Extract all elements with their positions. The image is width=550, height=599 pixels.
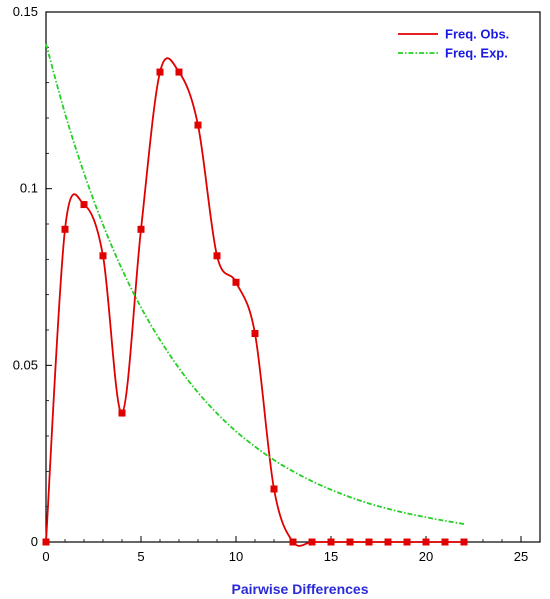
x-tick-label: 0 [42, 549, 49, 564]
x-tick-label: 25 [514, 549, 528, 564]
plot-frame [45, 11, 541, 543]
data-point [80, 201, 88, 209]
data-point [403, 538, 411, 546]
y-tick-label: 0 [31, 534, 38, 549]
data-point [156, 68, 164, 76]
data-point [137, 225, 145, 233]
data-point [232, 278, 240, 286]
data-point [175, 68, 183, 76]
data-point [194, 121, 202, 129]
series-line-observed [45, 57, 464, 547]
data-point [384, 538, 392, 546]
data-point [99, 252, 107, 260]
data-point [42, 538, 50, 546]
data-point [213, 252, 221, 260]
legend-label-observed: Freq. Obs. [445, 27, 509, 42]
data-point [460, 538, 468, 546]
data-point [61, 225, 69, 233]
data-point [441, 538, 449, 546]
data-point [422, 538, 430, 546]
data-point [327, 538, 335, 546]
data-point [289, 538, 297, 546]
data-point [308, 538, 316, 546]
legend-label-expected: Freq. Exp. [445, 46, 508, 61]
data-point [270, 485, 278, 493]
data-point [118, 409, 126, 417]
x-tick-label: 10 [229, 549, 243, 564]
legend: Freq. Obs. Freq. Exp. [398, 27, 509, 61]
x-tick-label: 5 [137, 549, 144, 564]
data-point [251, 330, 259, 338]
x-axis-title: Pairwise Differences [232, 581, 369, 597]
series-layer [42, 43, 468, 547]
data-point [346, 538, 354, 546]
series-line-expected [45, 43, 465, 525]
y-tick-label: 0.1 [20, 181, 38, 196]
x-tick-label: 20 [419, 549, 433, 564]
data-point [365, 538, 373, 546]
axes: 0 5 10 15 20 25 0 0.05 0.1 0.15 [13, 4, 541, 564]
y-tick-label: 0.05 [13, 357, 38, 372]
y-tick-label: 0.15 [13, 4, 38, 19]
x-tick-label: 15 [324, 549, 338, 564]
